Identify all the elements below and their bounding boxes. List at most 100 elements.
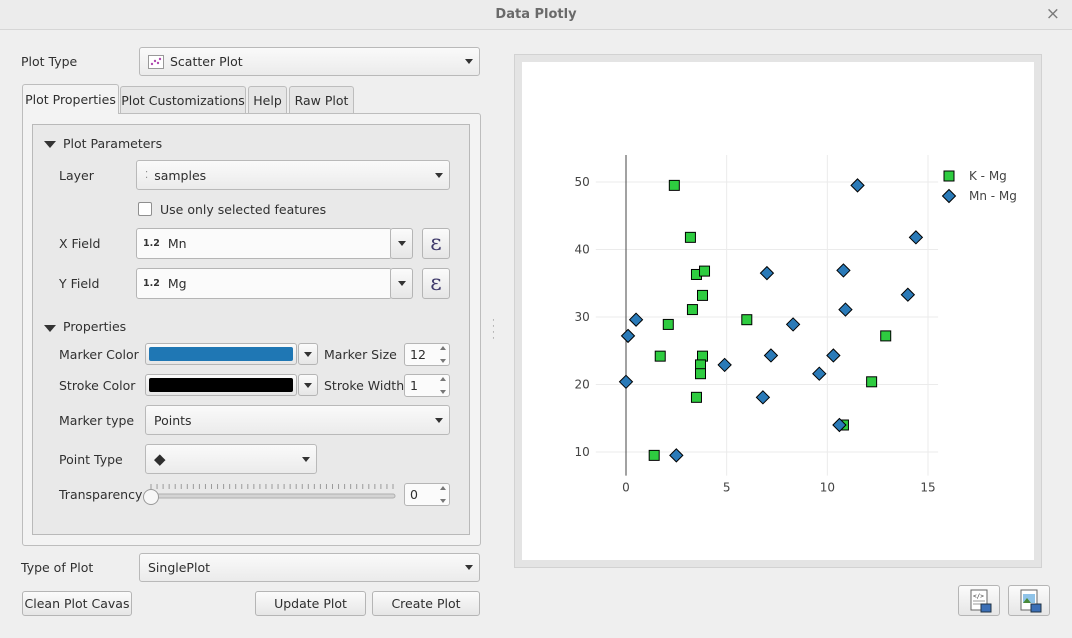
mn-mg-point: [838, 302, 853, 317]
y-field-label: Y Field: [59, 276, 100, 291]
x-tick-label: 5: [723, 481, 731, 495]
collapse-triangle-icon[interactable]: [44, 325, 56, 332]
spin-up-icon[interactable]: [439, 486, 446, 490]
mn-mg-point: [620, 328, 636, 344]
marker-color-dropdown[interactable]: [298, 343, 318, 365]
layer-select[interactable]: ⁚ samples: [136, 160, 450, 190]
numeric-field-icon: 1.2: [143, 278, 160, 289]
k-mg-point: [699, 265, 711, 277]
marker-size-label: Marker Size: [324, 347, 397, 362]
tab-plot-properties[interactable]: Plot Properties: [22, 84, 119, 114]
y-field-dropdown[interactable]: [390, 268, 413, 299]
chevron-down-icon: [397, 281, 406, 286]
mn-mg-point: [628, 312, 644, 327]
chevron-down-icon: [435, 172, 443, 178]
k-mg-point: [690, 391, 702, 403]
marker-size-spinbox[interactable]: 12: [404, 343, 450, 366]
chevron-down-icon: [304, 351, 312, 357]
mn-mg-point: [669, 448, 684, 463]
x-field-input[interactable]: 1.2 Mn: [136, 228, 392, 259]
svg-text:</>: </>: [973, 593, 984, 600]
legend-marker: [943, 170, 955, 182]
legend-marker: [941, 188, 957, 204]
marker-color-button[interactable]: [145, 343, 297, 365]
y-field-input[interactable]: 1.2 Mg: [136, 268, 392, 299]
layer-value: samples: [154, 167, 207, 183]
mn-mg-point: [759, 265, 775, 281]
spin-down-icon[interactable]: [439, 390, 446, 394]
type-of-plot-value: SinglePlot: [148, 560, 210, 575]
selected-only-label: Use only selected features: [160, 202, 327, 217]
k-mg-point: [662, 318, 674, 330]
k-mg-point: [866, 376, 878, 388]
mn-mg-point: [900, 287, 916, 302]
splitter-handle[interactable]: · · · ·: [492, 316, 495, 344]
x-tick-label: 0: [622, 481, 630, 495]
y-field-value: Mg: [167, 276, 187, 291]
transparency-slider[interactable]: [143, 481, 398, 507]
x-field-label: X Field: [59, 236, 101, 251]
legend-label: K - Mg: [969, 169, 1007, 183]
x-field-expression-button[interactable]: ε: [422, 228, 450, 259]
k-mg-point: [686, 304, 698, 316]
marker-size-value: 12: [410, 347, 426, 362]
stroke-width-spinbox[interactable]: 1: [404, 374, 450, 397]
stroke-color-dropdown[interactable]: [298, 374, 318, 396]
export-html-icon: </>: [970, 589, 992, 613]
create-plot-button[interactable]: Create Plot: [372, 591, 480, 616]
point-layer-icon: ⁚: [145, 169, 149, 181]
tab-plot-customizations[interactable]: Plot Customizations: [120, 86, 246, 114]
update-plot-button[interactable]: Update Plot: [255, 591, 366, 616]
export-image-icon: [1020, 589, 1042, 613]
type-of-plot-select[interactable]: SinglePlot: [139, 553, 480, 582]
window-title: Data Plotly: [495, 7, 577, 22]
point-type-select[interactable]: ◆: [145, 444, 317, 474]
spin-down-icon[interactable]: [439, 499, 446, 503]
transparency-label: Transparency: [59, 487, 143, 502]
marker-type-select[interactable]: Points: [145, 405, 450, 435]
slider-handle[interactable]: [143, 489, 159, 505]
point-type-label: Point Type: [59, 452, 123, 467]
export-html-button[interactable]: </>: [958, 585, 1000, 616]
scatter-chart: 0 5 10 15 10 20 30 40 50 K - Mg Mn - Mg: [575, 155, 1017, 495]
layer-label: Layer: [59, 168, 94, 183]
y-field-expression-button[interactable]: ε: [422, 268, 450, 299]
tab-help[interactable]: Help: [248, 86, 287, 114]
selected-only-checkbox[interactable]: [138, 202, 152, 216]
chevron-down-icon: [302, 456, 310, 462]
x-tick-label: 10: [820, 481, 835, 495]
stroke-color-button[interactable]: [145, 374, 297, 396]
stroke-width-value: 1: [410, 378, 418, 393]
transparency-spinbox[interactable]: 0: [404, 483, 450, 506]
y-tick-label: 30: [575, 310, 590, 324]
close-icon[interactable]: ×: [1045, 4, 1060, 24]
tab-raw-plot[interactable]: Raw Plot: [289, 86, 354, 114]
plot-type-value: Scatter Plot: [170, 54, 243, 69]
plot-type-label: Plot Type: [21, 54, 78, 69]
plot-canvas: 0 5 10 15 10 20 30 40 50 K - Mg Mn - Mg: [522, 62, 1034, 560]
x-field-dropdown[interactable]: [390, 228, 413, 259]
k-mg-point: [654, 350, 666, 362]
mn-mg-point: [717, 357, 732, 373]
spin-up-icon[interactable]: [439, 377, 446, 381]
y-tick-label: 40: [575, 243, 590, 257]
collapse-triangle-icon[interactable]: [44, 141, 56, 148]
chevron-down-icon: [465, 59, 473, 64]
spin-down-icon[interactable]: [439, 359, 446, 363]
k-mg-point: [741, 314, 753, 326]
stroke-color-swatch: [149, 378, 293, 392]
chevron-down-icon: [304, 382, 312, 388]
transparency-value: 0: [410, 487, 418, 502]
plot-type-select[interactable]: Scatter Plot: [139, 47, 480, 76]
plot-parameters-header: Plot Parameters: [63, 136, 163, 151]
title-bar: Data Plotly ×: [0, 0, 1072, 30]
k-mg-point: [697, 289, 709, 301]
clean-plot-button[interactable]: Clean Plot Cavas: [22, 591, 132, 616]
scatter-plot-icon: [148, 54, 164, 69]
mn-mg-point: [763, 348, 779, 363]
diamond-icon: ◆: [154, 450, 166, 468]
export-image-button[interactable]: [1008, 585, 1050, 616]
mn-mg-point: [832, 417, 847, 433]
chevron-down-icon: [465, 565, 473, 570]
spin-up-icon[interactable]: [439, 346, 446, 350]
